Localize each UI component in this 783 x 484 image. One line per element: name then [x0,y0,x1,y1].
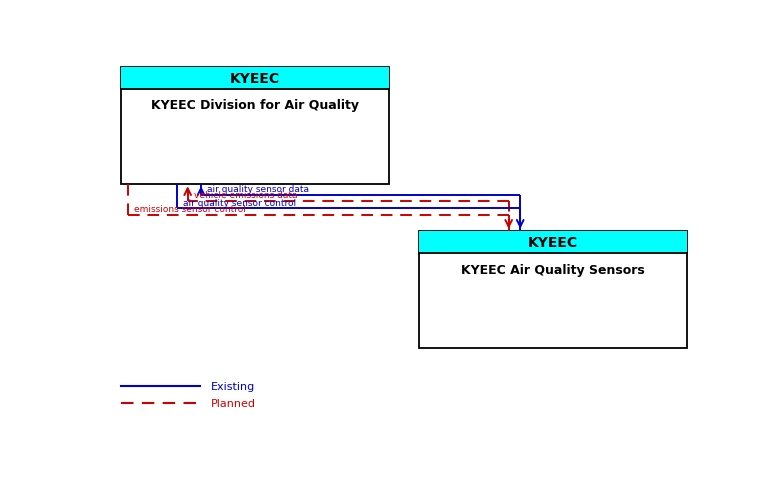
Bar [420,231,687,349]
Bar [420,231,687,254]
Text: Planned: Planned [211,398,256,408]
Text: KYEEC: KYEEC [229,72,280,86]
Text: KYEEC Division for Air Quality: KYEEC Division for Air Quality [151,99,359,112]
Text: emissions sensor control: emissions sensor control [135,205,246,214]
Text: KYEEC: KYEEC [529,236,579,250]
Text: air quality sensor data: air quality sensor data [207,184,309,194]
Text: vehicle emissions data: vehicle emissions data [193,191,298,200]
Text: air quality sensor control: air quality sensor control [183,198,296,207]
Bar [121,67,388,185]
Bar [121,67,388,90]
Text: KYEEC Air Quality Sensors: KYEEC Air Quality Sensors [461,263,645,276]
Text: Existing: Existing [211,381,255,391]
